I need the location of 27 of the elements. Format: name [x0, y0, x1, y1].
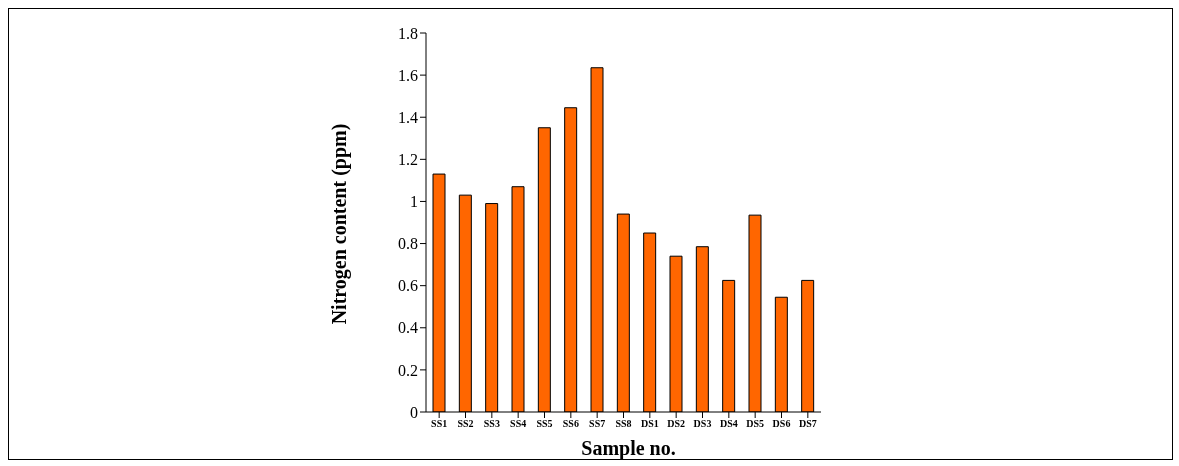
x-tick-label: SS1: [431, 418, 448, 430]
y-tick-label: 1: [410, 193, 418, 211]
y-tick-label: 0.6: [398, 277, 418, 295]
y-axis-title: Nitrogen content (ppm): [327, 123, 351, 325]
y-tick-label: 1.4: [398, 108, 418, 126]
y-tick-label: 1.2: [398, 151, 418, 169]
x-tick-label: SS5: [536, 418, 553, 430]
y-tick-label: 0.4: [398, 319, 418, 337]
x-tick-label: DS3: [693, 418, 712, 430]
y-tick-label: 1.8: [398, 24, 418, 42]
y-tick-label: 0: [410, 403, 418, 421]
x-tick-label: DS4: [719, 418, 738, 430]
x-tick-label: SS4: [510, 418, 527, 430]
y-tick-label: 1.6: [398, 66, 418, 84]
x-axis-title: Sample no.: [581, 437, 676, 459]
x-tick-label: DS5: [746, 418, 765, 430]
x-tick-label: SS7: [589, 418, 606, 430]
x-tick-label: DS7: [798, 418, 817, 430]
x-tick-label: SS3: [483, 418, 500, 430]
x-tick-label: SS2: [457, 418, 474, 430]
x-tick-label: SS6: [562, 418, 579, 430]
x-tick-label: DS1: [640, 418, 659, 430]
x-tick-label: SS8: [615, 418, 632, 430]
x-tick-label: DS6: [772, 418, 791, 430]
x-tick-label: DS2: [667, 418, 686, 430]
y-tick-label: 0.2: [398, 361, 418, 379]
y-tick-label: 0.8: [398, 235, 418, 253]
